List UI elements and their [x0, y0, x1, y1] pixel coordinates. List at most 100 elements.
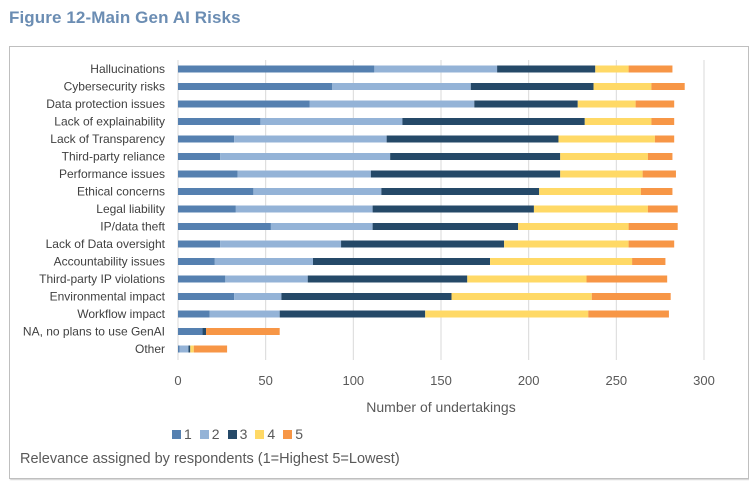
- legend-label: 3: [239, 426, 248, 442]
- bar-segment-rank-4: [577, 100, 636, 108]
- legend-item-1: 1: [172, 426, 192, 442]
- bar-segment-rank-4: [533, 205, 648, 213]
- bar-segment-rank-2: [332, 83, 471, 90]
- bar-segment-rank-1: [178, 135, 235, 143]
- bar-segment-rank-2: [309, 100, 475, 108]
- bar-segment-rank-2: [209, 310, 280, 318]
- bar-segment-rank-3: [313, 258, 491, 265]
- category-label: NA, no plans to use GenAI: [23, 325, 165, 339]
- bar-segment-rank-4: [451, 293, 592, 300]
- bar-segment-rank-5: [651, 118, 675, 125]
- bar-segment-rank-3: [386, 135, 559, 143]
- bar-segment-rank-2: [214, 258, 314, 265]
- category-label: Hallucinations: [90, 62, 165, 76]
- bar-segment-rank-4: [518, 223, 629, 230]
- bar-segment-rank-2: [220, 240, 342, 248]
- bar-segment-rank-1: [178, 100, 310, 108]
- bar-segment-rank-5: [647, 205, 678, 213]
- bar-segment-rank-2: [234, 135, 387, 143]
- bar-segment-rank-3: [381, 188, 540, 195]
- x-tick-labels: 0 50 100 150 200 250 300: [174, 373, 714, 388]
- bar-segment-rank-2: [235, 205, 373, 213]
- bar-segment-rank-5: [640, 188, 673, 195]
- bar-segment-rank-2: [220, 153, 391, 160]
- x-axis-title: Number of undertakings: [366, 399, 515, 415]
- bar-segment-rank-1: [178, 240, 221, 248]
- bar-segment-rank-3: [202, 328, 207, 335]
- x-tick-label: 150: [430, 373, 452, 388]
- bar-segment-rank-2: [270, 223, 373, 230]
- bar-segment-rank-3: [281, 293, 452, 300]
- bar-segment-rank-4: [490, 258, 633, 265]
- bar-segment-rank-2: [225, 275, 308, 283]
- bar-segment-rank-1: [178, 170, 238, 178]
- x-tick-label: 300: [693, 373, 715, 388]
- category-labels: Hallucinations Cybersecurity risks Data pr…: [23, 62, 166, 356]
- bars: [178, 65, 685, 353]
- category-label: Environmental impact: [50, 290, 166, 304]
- bar-segment-rank-5: [642, 170, 676, 178]
- bar-segment-rank-5: [586, 275, 668, 283]
- bar-segment-rank-3: [370, 170, 561, 178]
- bar-segment-rank-3: [470, 83, 594, 90]
- bar-segment-rank-3: [474, 100, 578, 108]
- bar-segment-rank-3: [188, 345, 191, 353]
- bar-segment-rank-1: [178, 328, 203, 335]
- bar-segment-rank-1: [178, 258, 215, 265]
- bar-segment-rank-1: [178, 205, 236, 213]
- figure-title: Figure 12-Main Gen AI Risks: [9, 8, 241, 27]
- category-label: Lack of Transparency: [50, 132, 165, 146]
- category-label: Third-party IP violations: [39, 272, 165, 286]
- legend-swatch: [227, 429, 237, 439]
- x-tick-label: 0: [174, 373, 181, 388]
- bar-segment-rank-5: [647, 153, 673, 160]
- bar-segment-rank-3: [341, 240, 505, 248]
- bar-segment-rank-4: [190, 345, 194, 353]
- bar-segment-rank-5: [651, 83, 685, 90]
- bar-segment-rank-5: [654, 135, 675, 143]
- bar-segment-rank-5: [591, 293, 671, 300]
- bar-segment-rank-4: [593, 83, 652, 90]
- category-label: Other: [135, 342, 165, 356]
- category-label: Data protection issues: [46, 97, 165, 111]
- bar-segment-rank-4: [584, 118, 652, 125]
- bar-segment-rank-1: [178, 275, 226, 283]
- legend-label: 1: [184, 426, 192, 442]
- legend-item-2: 2: [199, 426, 220, 442]
- bar-segment-rank-2: [374, 65, 498, 73]
- bar-segment-rank-3: [402, 118, 585, 125]
- bar-segment-rank-4: [467, 275, 587, 283]
- relevance-note: Relevance assigned by respondents (1=Hig…: [20, 451, 400, 467]
- bar-segment-rank-5: [588, 310, 669, 318]
- bar-segment-rank-1: [178, 188, 254, 195]
- category-label: IP/data theft: [100, 220, 165, 234]
- category-label: Performance issues: [59, 167, 165, 181]
- legend-swatch: [199, 429, 209, 439]
- bar-segment-rank-3: [279, 310, 426, 318]
- bar-segment-rank-3: [390, 153, 561, 160]
- category-label: Ethical concerns: [77, 185, 165, 199]
- bar-segment-rank-1: [178, 310, 210, 318]
- bar-segment-rank-1: [178, 118, 261, 125]
- bar-segment-rank-5: [628, 65, 673, 73]
- x-tick-label: 100: [342, 373, 364, 388]
- bar-segment-rank-4: [504, 240, 629, 248]
- bar-segment-rank-3: [307, 275, 468, 283]
- bar-segment-rank-2: [237, 170, 371, 178]
- category-label: Accountability issues: [54, 255, 165, 269]
- legend: 1 2 3 4 5: [172, 426, 303, 442]
- bar-segment-rank-1: [178, 345, 180, 353]
- x-tick-label: 200: [518, 373, 540, 388]
- legend-label: 2: [211, 426, 220, 442]
- bar-segment-rank-3: [372, 223, 519, 230]
- legend-item-4: 4: [255, 426, 275, 442]
- legend-item-5: 5: [283, 426, 303, 442]
- x-tick-label: 250: [605, 373, 627, 388]
- bar-segment-rank-4: [560, 170, 643, 178]
- bar-segment-rank-5: [635, 100, 675, 108]
- bar-segment-rank-1: [178, 293, 235, 300]
- bar-segment-rank-5: [628, 240, 675, 248]
- bar-segment-rank-5: [206, 328, 280, 335]
- legend-swatch: [172, 429, 181, 439]
- category-label: Lack of explainability: [54, 115, 165, 129]
